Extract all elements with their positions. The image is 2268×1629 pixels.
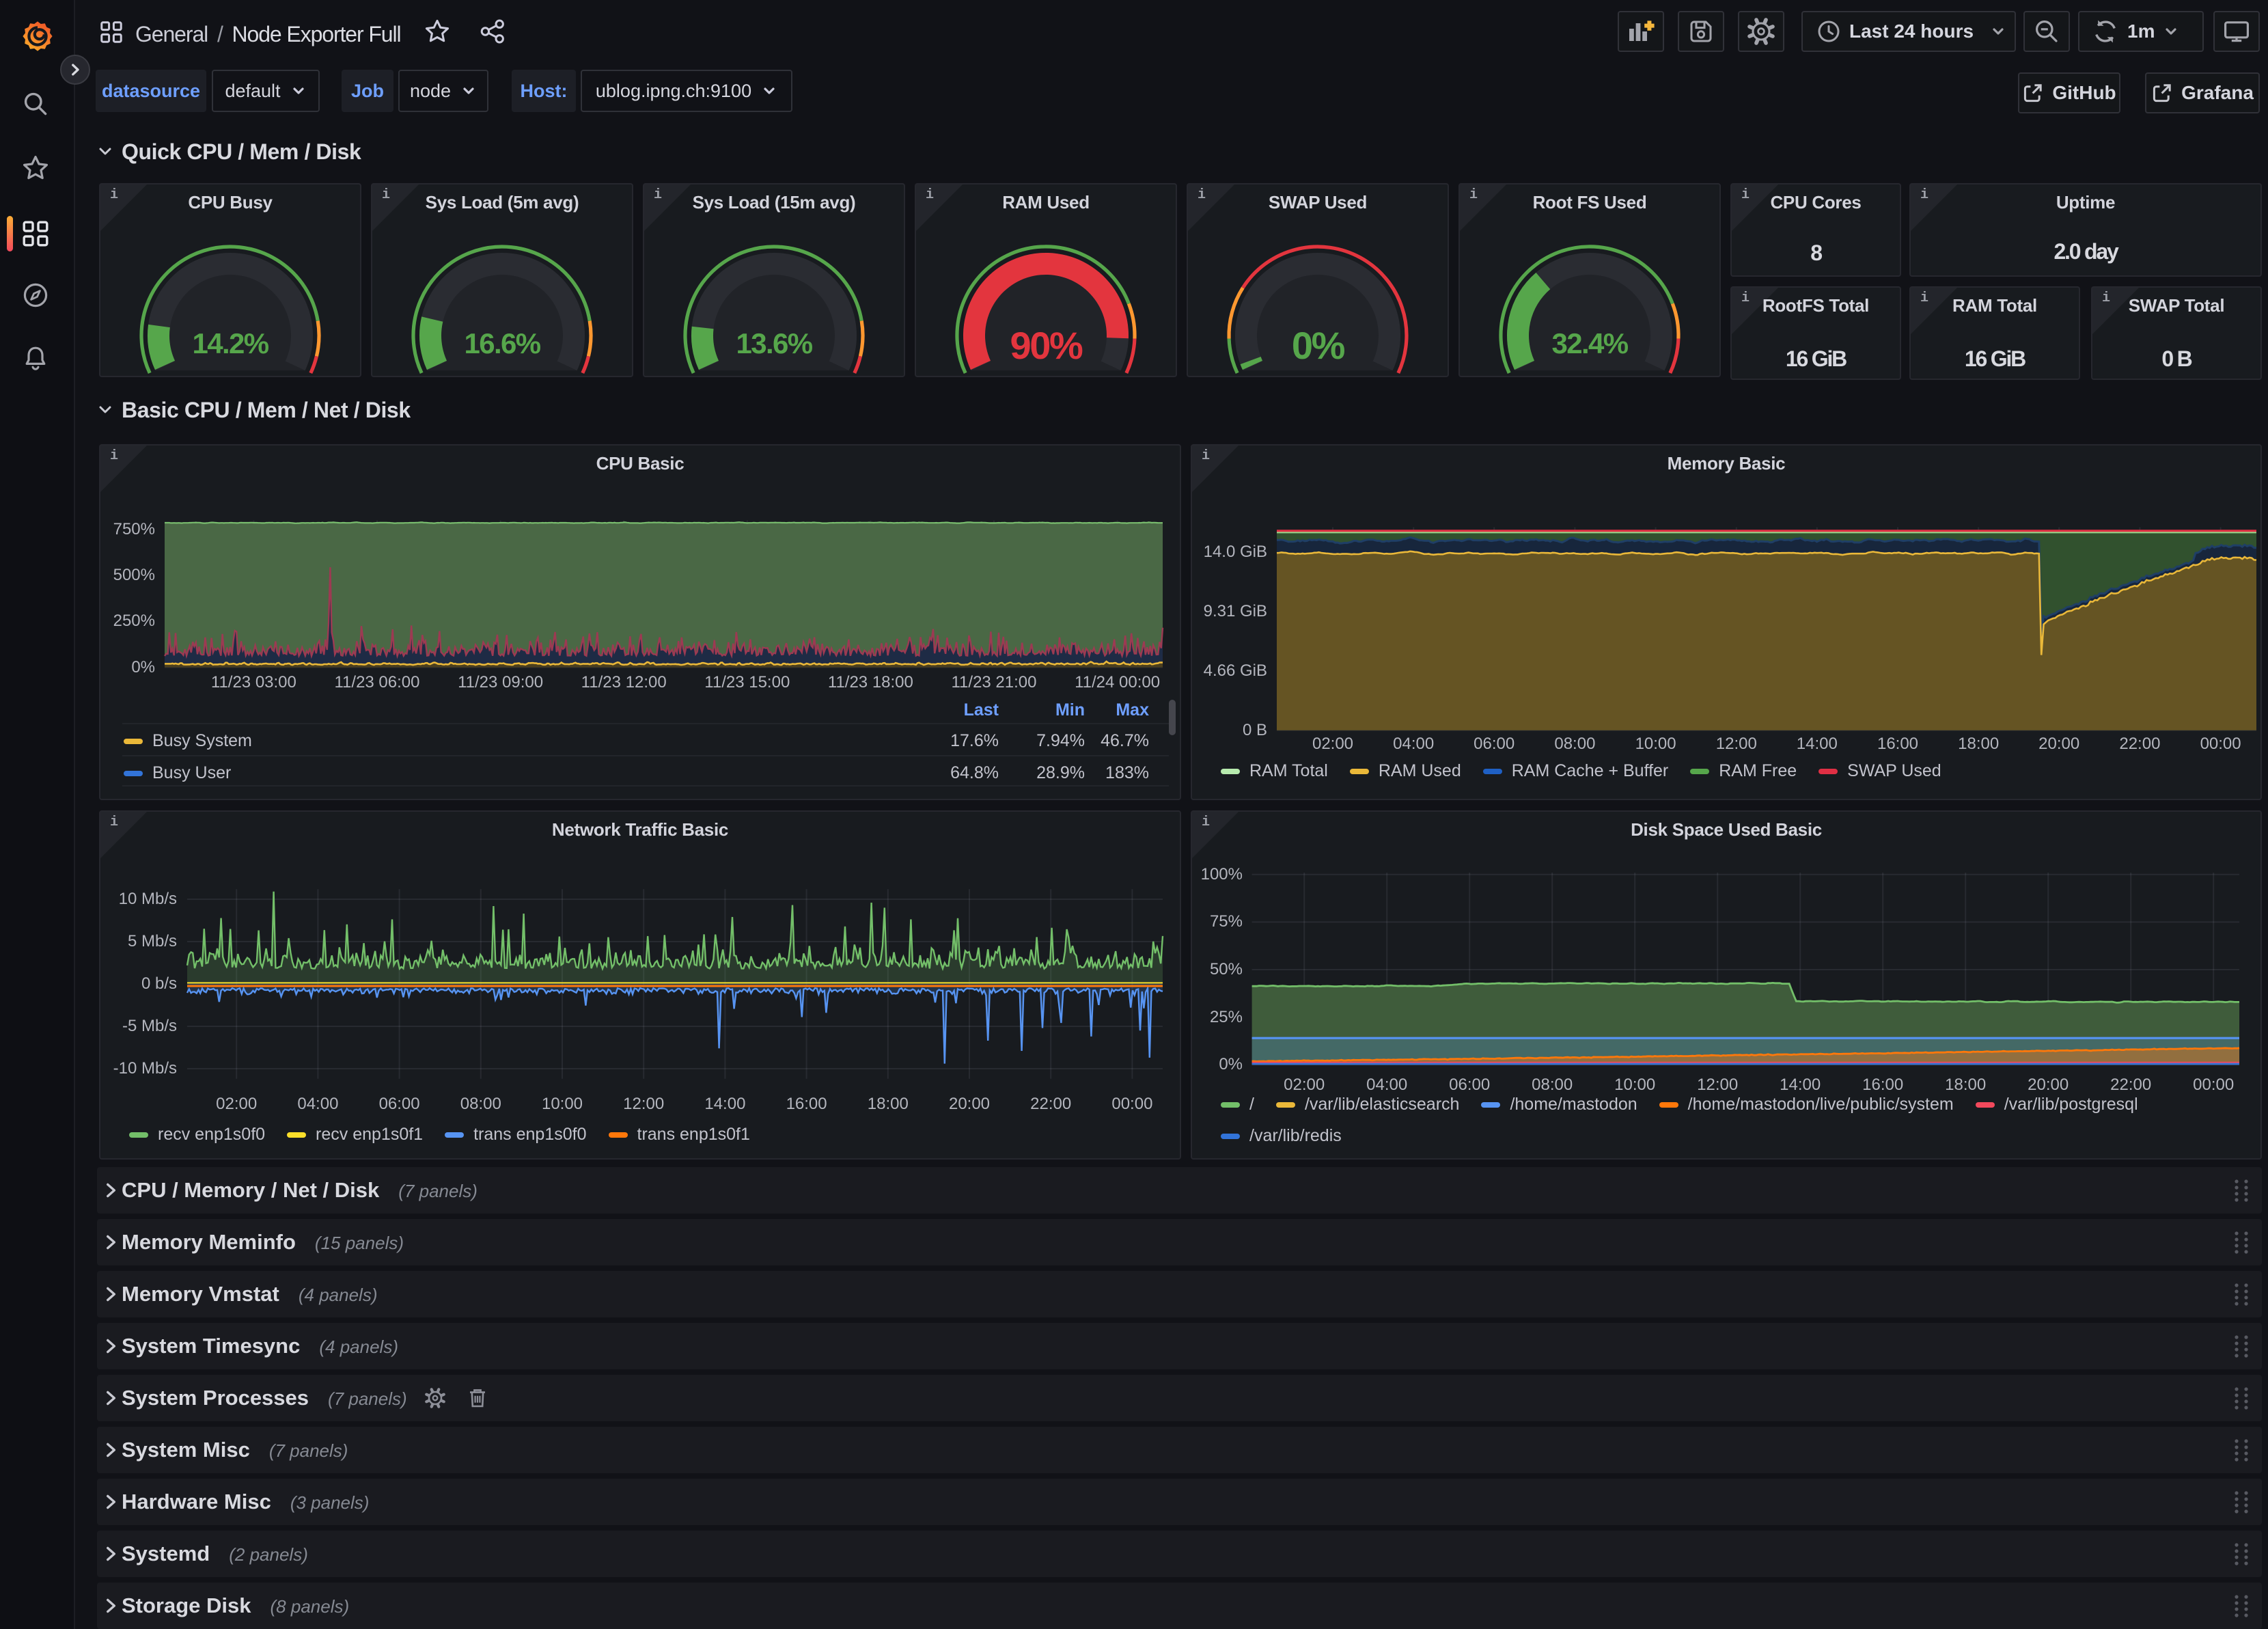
svg-text:0%: 0% (1292, 324, 1345, 367)
svg-text:32.4%: 32.4% (1551, 327, 1628, 359)
svg-text:14.2%: 14.2% (192, 327, 268, 359)
svg-text:16.6%: 16.6% (464, 327, 540, 359)
svg-text:13.6%: 13.6% (736, 327, 812, 359)
svg-text:90%: 90% (1010, 324, 1083, 367)
